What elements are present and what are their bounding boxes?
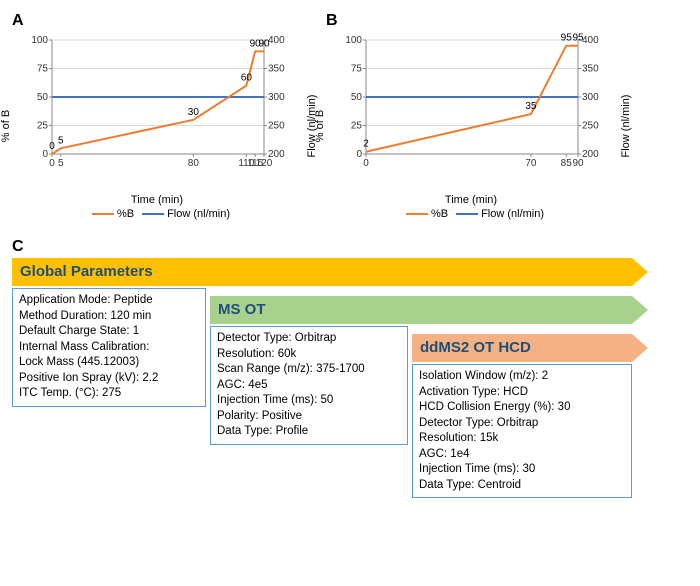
- svg-text:90: 90: [258, 38, 270, 49]
- svg-text:300: 300: [268, 92, 285, 103]
- svg-text:2: 2: [363, 139, 369, 150]
- panel-a: A % of B Flow (nl/min) 02550751002002503…: [12, 12, 302, 220]
- svg-text:80: 80: [188, 158, 200, 169]
- svg-text:30: 30: [188, 107, 200, 118]
- svg-text:350: 350: [268, 64, 285, 75]
- arrow-msot: MS OT: [210, 296, 632, 324]
- svg-text:400: 400: [268, 35, 285, 46]
- chart-b-x-title: Time (min): [326, 194, 616, 206]
- param-line: Detector Type: Orbitrap: [419, 416, 625, 432]
- param-line: Detector Type: Orbitrap: [217, 331, 401, 347]
- param-line: Resolution: 15k: [419, 431, 625, 447]
- param-line: Resolution: 60k: [217, 347, 401, 363]
- param-line: AGC: 1e4: [419, 447, 625, 463]
- param-line: Scan Range (m/z): 375-1700: [217, 362, 401, 378]
- svg-text:50: 50: [37, 92, 49, 103]
- panel-c-arrows: Global Parameters MS OT ddMS2 OT HCD Applic…: [12, 258, 688, 488]
- param-line: Internal Mass Calibration:: [19, 340, 199, 356]
- svg-text:250: 250: [268, 121, 285, 132]
- arrow-ddms2: ddMS2 OT HCD: [412, 334, 632, 362]
- svg-text:250: 250: [582, 121, 599, 132]
- svg-text:5: 5: [58, 158, 64, 169]
- svg-text:95: 95: [572, 33, 584, 44]
- chart-a-wrap: % of B Flow (nl/min) 0255075100200250300…: [12, 32, 302, 220]
- param-line: Data Type: Profile: [217, 424, 401, 440]
- svg-text:400: 400: [582, 35, 599, 46]
- svg-text:25: 25: [351, 121, 363, 132]
- svg-text:200: 200: [582, 149, 599, 160]
- param-line: Application Mode: Peptide: [19, 293, 199, 309]
- chart-a-x-title: Time (min): [12, 194, 302, 206]
- param-line: Lock Mass (445.12003): [19, 355, 199, 371]
- svg-text:90: 90: [572, 158, 584, 169]
- chart-b-wrap: % of B Flow (nl/min) 0255075100200250300…: [326, 32, 616, 220]
- svg-text:35: 35: [525, 101, 537, 112]
- params-box-ddms2: Isolation Window (m/z): 2Activation Type…: [412, 364, 632, 498]
- svg-text:75: 75: [37, 64, 49, 75]
- svg-text:350: 350: [582, 64, 599, 75]
- svg-text:25: 25: [37, 121, 49, 132]
- svg-text:120: 120: [256, 158, 273, 169]
- arrowhead-global: [632, 258, 648, 286]
- svg-text:0: 0: [363, 158, 369, 169]
- top-row: A % of B Flow (nl/min) 02550751002002503…: [12, 12, 688, 220]
- svg-text:100: 100: [31, 35, 48, 46]
- svg-text:75: 75: [351, 64, 363, 75]
- panel-c-letter: C: [12, 238, 688, 256]
- chart-a-legend: %BFlow (nl/min): [12, 208, 302, 220]
- chart-b: 0 25 50 75 100 200 250 300 350 400 0 70 8590 2 35 9595: [326, 32, 616, 192]
- arrow-global: Global Parameters: [12, 258, 632, 286]
- param-line: ITC Temp. (°C): 275: [19, 386, 199, 402]
- panel-b: B % of B Flow (nl/min) 02550751002002503…: [326, 12, 616, 220]
- panel-b-letter: B: [326, 12, 616, 30]
- svg-text:50: 50: [351, 92, 363, 103]
- param-line: Default Charge State: 1: [19, 324, 199, 340]
- params-box-global: Application Mode: PeptideMethod Duration…: [12, 288, 206, 407]
- svg-text:0: 0: [356, 149, 362, 160]
- param-line: Method Duration: 120 min: [19, 309, 199, 325]
- param-line: Injection Time (ms): 50: [217, 393, 401, 409]
- params-box-msot: Detector Type: OrbitrapResolution: 60kSc…: [210, 326, 408, 445]
- arrowhead-msot: [632, 296, 648, 324]
- panel-a-letter: A: [12, 12, 302, 30]
- svg-text:100: 100: [345, 35, 362, 46]
- param-line: Isolation Window (m/z): 2: [419, 369, 625, 385]
- svg-text:0: 0: [42, 149, 48, 160]
- arrowhead-ddms2: [632, 334, 648, 362]
- chart-b-legend: %BFlow (nl/min): [326, 208, 616, 220]
- param-line: Injection Time (ms): 30: [419, 462, 625, 478]
- chart-b-y-title: % of B: [314, 110, 326, 142]
- param-line: Data Type: Centroid: [419, 478, 625, 494]
- svg-text:0: 0: [49, 158, 55, 169]
- chart-a-y-title: % of B: [0, 110, 12, 142]
- param-line: Polarity: Positive: [217, 409, 401, 425]
- svg-text:0: 0: [49, 141, 55, 152]
- chart-b-y2-title: Flow (nl/min): [620, 95, 632, 158]
- param-line: Positive Ion Spray (kV): 2.2: [19, 371, 199, 387]
- param-line: HCD Collision Energy (%): 30: [419, 400, 625, 416]
- param-line: AGC: 4e5: [217, 378, 401, 394]
- param-line: Activation Type: HCD: [419, 385, 625, 401]
- panel-c: C Global Parameters MS OT ddMS2 OT HCD Appl…: [12, 238, 688, 488]
- svg-text:85: 85: [561, 158, 573, 169]
- svg-text:5: 5: [58, 135, 64, 146]
- svg-text:300: 300: [582, 92, 599, 103]
- chart-a: 0255075100200250300350400058011011512005…: [12, 32, 302, 192]
- svg-text:60: 60: [241, 73, 253, 84]
- svg-text:95: 95: [561, 33, 573, 44]
- svg-text:70: 70: [525, 158, 537, 169]
